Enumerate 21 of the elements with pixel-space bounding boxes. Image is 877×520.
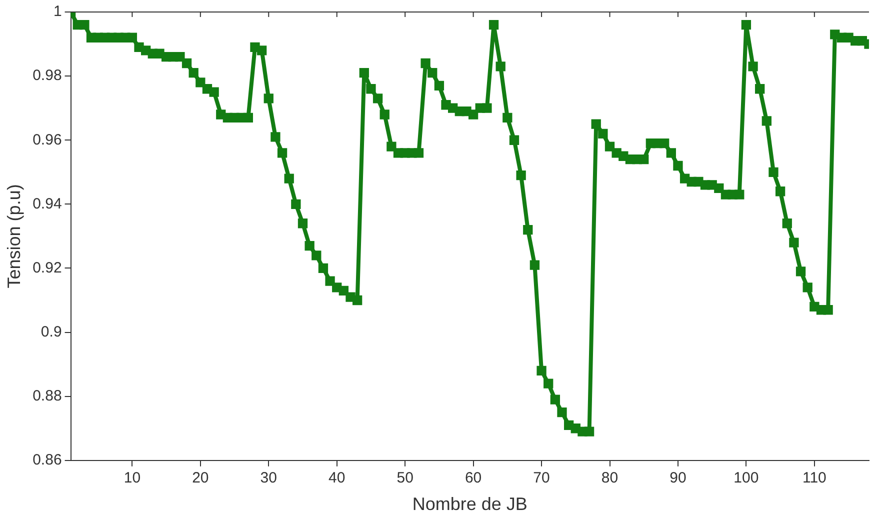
y-tick-label: 0.96 <box>32 131 62 148</box>
x-tick-label: 20 <box>192 470 209 487</box>
y-tick-label: 0.98 <box>32 67 62 84</box>
y-axis-title: Tension (p.u) <box>4 184 24 288</box>
y-tick-label: 1 <box>53 3 62 20</box>
x-tick-label: 110 <box>802 470 826 487</box>
x-axis-title: Nombre de JB <box>412 494 528 514</box>
y-tick-label: 0.94 <box>32 195 62 212</box>
y-tick-label: 0.9 <box>40 323 62 340</box>
x-tick-label: 70 <box>533 470 550 487</box>
x-tick-label: 40 <box>328 470 346 487</box>
x-tick-label: 100 <box>734 470 759 487</box>
x-tick-label: 60 <box>464 470 482 487</box>
y-tick-label: 0.88 <box>32 387 62 404</box>
x-tick-label: 50 <box>396 470 414 487</box>
x-tick-label: 90 <box>670 470 686 487</box>
x-tick-label: 80 <box>601 470 618 487</box>
y-tick-label: 0.92 <box>32 259 62 276</box>
x-tick-label: 10 <box>124 470 141 487</box>
x-tick-label: 30 <box>260 470 277 487</box>
y-tick-label: 0.86 <box>32 452 62 469</box>
